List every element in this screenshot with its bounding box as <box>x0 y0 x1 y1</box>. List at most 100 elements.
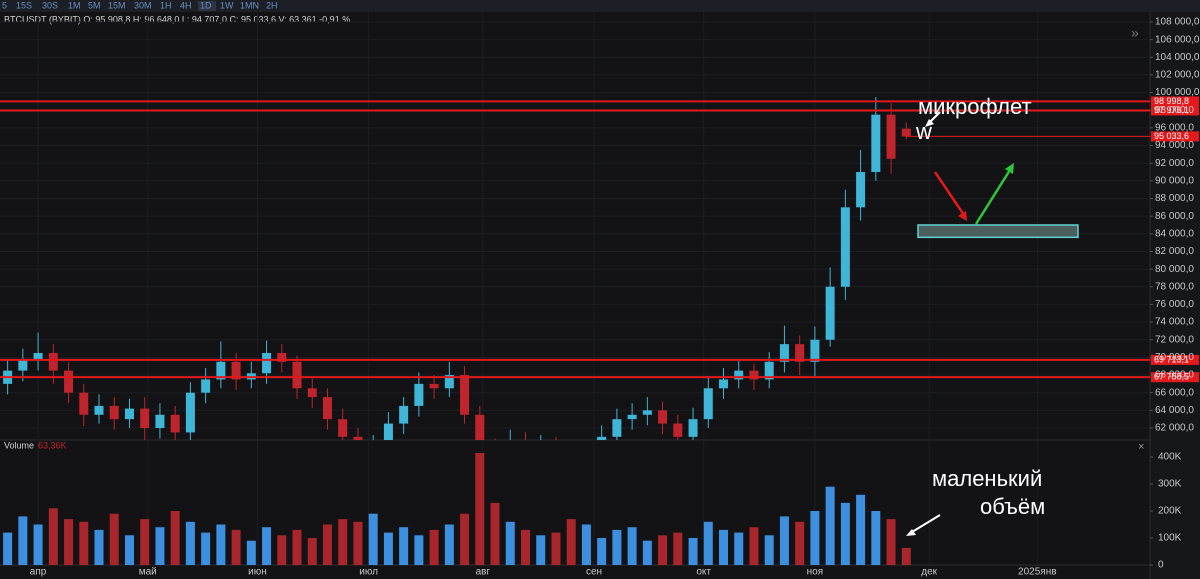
candle-body <box>567 459 576 477</box>
volume-bar <box>185 521 195 565</box>
candle-body <box>369 446 378 459</box>
volume-bar <box>886 519 896 565</box>
volume-bar <box>703 521 713 565</box>
volume-bar <box>490 502 500 565</box>
volume-bar <box>201 532 211 565</box>
timeframe-button[interactable]: 4H <box>180 0 192 10</box>
volume-bar <box>871 510 881 565</box>
volume-bar <box>856 494 866 565</box>
y-tick-label: 100 000,0 <box>1155 87 1200 98</box>
volume-bar <box>429 529 439 565</box>
candle-body <box>18 359 28 371</box>
timeframe-button[interactable]: 15M <box>108 0 126 10</box>
arrow-down <box>933 171 966 216</box>
candle-body <box>597 436 607 440</box>
candle-body <box>642 410 652 415</box>
y-tick-label: 80 000,0 <box>1155 264 1194 275</box>
volume-bar <box>581 524 591 565</box>
timeframe-button[interactable]: 1MN <box>240 0 259 10</box>
x-tick-label: май <box>139 567 157 578</box>
x-tick-label: 2025янв <box>1018 567 1057 578</box>
volume-bar <box>825 486 835 565</box>
y-tick-label: 66 000,0 <box>1155 387 1194 398</box>
timeframe-button[interactable]: 30S <box>42 0 58 10</box>
x-tick-label: окт <box>696 567 711 578</box>
timeframe-button[interactable]: 1W <box>220 0 234 10</box>
volume-bar <box>338 519 348 565</box>
y-tick-label: 74 000,0 <box>1155 317 1194 328</box>
x-tick-label: ноя <box>807 567 824 578</box>
arrow-up <box>974 169 1012 225</box>
timeframe-button[interactable]: 15S <box>16 0 32 10</box>
volume-bar <box>901 547 911 565</box>
candle-body <box>749 370 759 380</box>
timeframe-button[interactable]: 1M <box>68 0 81 10</box>
volume-bar <box>597 537 607 565</box>
volume-bar <box>444 524 454 565</box>
arrow <box>911 514 941 533</box>
y-tick-label: 108 000,0 <box>1155 17 1200 28</box>
overlays: 98 998,897 976,1 69 713,1 67 758,5 95 033,6… <box>0 94 1199 519</box>
y-tick-label: 84 000,0 <box>1155 228 1194 239</box>
candle-body <box>551 446 560 459</box>
volume-tick-label: 0 <box>1158 560 1164 571</box>
close-icon[interactable]: × <box>1138 441 1144 453</box>
volume-bar <box>795 521 805 565</box>
timeframe-button[interactable]: 2H <box>266 0 278 10</box>
arrow-head <box>906 529 916 536</box>
candle-body <box>201 379 211 393</box>
y-tick-label: 68 000,0 <box>1155 370 1194 381</box>
level-label-bg <box>1151 372 1199 383</box>
candle-body <box>658 410 668 424</box>
level-label-bg <box>1151 96 1199 107</box>
volume-bar <box>566 519 576 565</box>
candle-body <box>383 423 393 440</box>
candle-body <box>307 388 317 398</box>
timeframe-button[interactable]: 1D <box>200 0 212 10</box>
volume-bar <box>277 535 287 565</box>
volume-bar <box>94 529 104 565</box>
volume-bar <box>292 529 302 565</box>
volume-bar <box>779 516 789 565</box>
volume-bar <box>383 532 393 565</box>
symbol-info: BTCUSDT (BYBIT) O: 95 908,8 H: 96 648,0 … <box>4 14 350 24</box>
candle-body <box>703 388 713 420</box>
volume-bar <box>688 537 698 565</box>
level-label-bg <box>1151 354 1199 365</box>
candle-body <box>292 361 302 389</box>
y-tick-label: 102 000,0 <box>1155 70 1200 81</box>
candle-body <box>399 405 409 424</box>
candle-body <box>155 414 165 428</box>
y-tick-label: 78 000,0 <box>1155 281 1194 292</box>
arrow-head <box>925 119 934 127</box>
timeframe-button[interactable]: 30M <box>134 0 152 10</box>
candle-body <box>825 286 835 340</box>
timeframe-button[interactable]: 5 <box>2 0 7 10</box>
arrow-head <box>958 211 967 221</box>
volume-bar <box>18 516 28 565</box>
candle-body <box>444 375 454 389</box>
volume-bar <box>3 532 13 565</box>
timeframe-button[interactable]: 5M <box>88 0 101 10</box>
candle-body <box>719 379 729 389</box>
volume-bar <box>612 529 622 565</box>
candle-body <box>688 419 698 437</box>
candle-body <box>48 352 58 371</box>
candle-body <box>901 128 911 137</box>
toolbar <box>0 0 1200 12</box>
volume-bar <box>109 513 119 565</box>
level-label: 69 713,1 <box>1154 354 1189 364</box>
timeframe-button[interactable]: 1H <box>160 0 172 10</box>
candle-body <box>185 392 195 433</box>
volume-bar <box>33 524 43 565</box>
y-tick-label: 82 000,0 <box>1155 246 1194 257</box>
candle-body <box>871 114 881 173</box>
expand-icon[interactable]: » <box>1131 25 1139 41</box>
volume-bar <box>140 519 150 565</box>
candle-body <box>33 352 43 360</box>
candle-body <box>810 339 820 362</box>
volume-bar <box>262 527 272 565</box>
last-price-bg <box>1151 131 1199 142</box>
candle-body <box>764 361 774 380</box>
candle-body <box>64 370 74 393</box>
